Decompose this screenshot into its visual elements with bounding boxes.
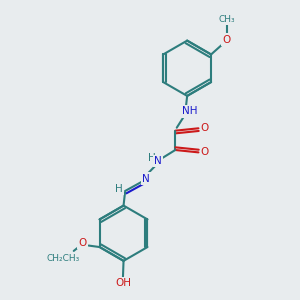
Text: OH: OH bbox=[115, 278, 131, 288]
Text: NH: NH bbox=[182, 106, 198, 116]
Text: H: H bbox=[115, 184, 122, 194]
Text: CH₂CH₃: CH₂CH₃ bbox=[47, 254, 80, 263]
Text: N: N bbox=[142, 173, 150, 184]
Text: O: O bbox=[201, 123, 209, 133]
Text: O: O bbox=[79, 238, 87, 248]
Text: N: N bbox=[154, 156, 162, 166]
Text: O: O bbox=[201, 147, 209, 158]
Text: CH₃: CH₃ bbox=[218, 15, 235, 24]
Text: O: O bbox=[222, 34, 231, 45]
Text: H: H bbox=[148, 153, 155, 163]
